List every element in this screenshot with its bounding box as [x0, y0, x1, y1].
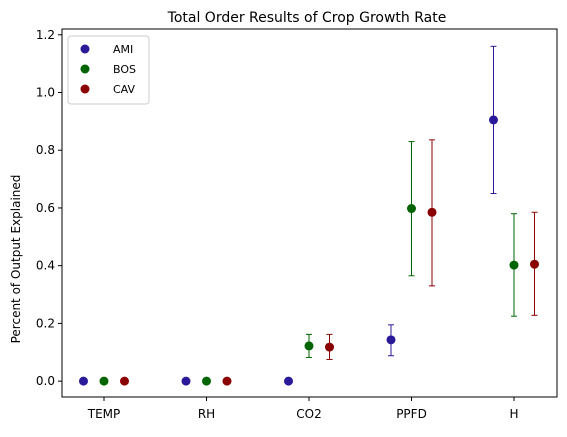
y-tick-label: 1.0 [36, 85, 55, 99]
data-point-ami [489, 115, 498, 125]
data-point-cav [120, 376, 129, 386]
y-tick-label: 0.2 [36, 316, 55, 330]
y-tick-label: 0.0 [36, 374, 55, 388]
chart-title: Total Order Results of Crop Growth Rate [167, 10, 447, 26]
x-tick-label: CO2 [296, 407, 321, 421]
y-tick-label: 0.4 [36, 259, 55, 273]
legend-label-bos: BOS [113, 63, 136, 76]
x-tick-label: H [509, 407, 518, 421]
y-tick-label: 0.8 [36, 143, 55, 157]
data-point-bos [99, 376, 109, 386]
data-point-ami [181, 376, 191, 386]
x-tick-label: TEMP [87, 407, 121, 421]
legend-marker-ami [80, 44, 90, 54]
data-point-ami [79, 376, 88, 386]
x-tick-label: RH [198, 407, 215, 421]
y-tick-label: 1.2 [36, 28, 55, 42]
x-tick-label: PPFD [396, 407, 427, 421]
data-point-ami [284, 376, 293, 386]
legend-label-cav: CAV [113, 83, 136, 96]
data-point-cav [530, 259, 539, 269]
data-point-cav [222, 376, 232, 386]
data-point-cav [427, 207, 437, 217]
data-point-bos [304, 341, 314, 351]
legend-marker-cav [80, 84, 90, 94]
data-point-bos [407, 204, 416, 214]
legend-label-ami: AMI [113, 43, 133, 56]
data-point-ami [386, 335, 396, 345]
legend-marker-bos [80, 64, 90, 74]
legend-box [67, 35, 150, 105]
data-point-cav [325, 342, 334, 352]
plot-area: 0.0 0.2 0.4 0.6 0.8 1.0 1.2 TEMP RH CO2 PPFD H AMI BO… [36, 28, 558, 421]
y-tick-label: 0.6 [36, 201, 55, 215]
data-point-bos [509, 260, 519, 270]
y-axis-title: Percent of Output Explained [9, 175, 23, 344]
data-point-bos [202, 376, 211, 386]
